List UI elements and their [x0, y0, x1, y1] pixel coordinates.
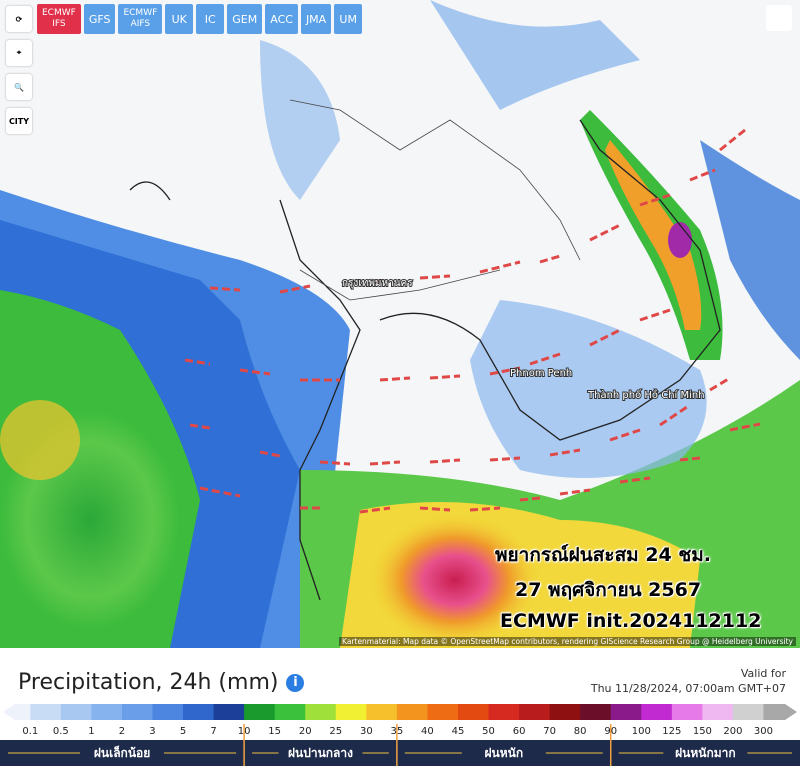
legend-swatch — [549, 704, 581, 720]
legend-tick-label: 2 — [119, 726, 125, 737]
legend-swatch — [763, 704, 786, 720]
overlay-text: พยากรณ์ฝนสะสม 24 ชม. — [495, 544, 712, 566]
legend-swatch — [121, 704, 153, 720]
legend-tick-label: 60 — [513, 726, 526, 737]
legend-swatch — [732, 704, 764, 720]
map[interactable]: กรุงเทพมหานคร Phnom Penh Thành phố Hồ Ch… — [0, 0, 800, 648]
model-button[interactable]: ECMWF IFS — [37, 4, 81, 34]
legend-swatch — [60, 704, 92, 720]
legend-tick-label: 3 — [149, 726, 155, 737]
legend-swatch — [30, 704, 62, 720]
map-label: Thành phố Hồ Chí Minh — [587, 389, 705, 401]
legend-tick-label: 20 — [299, 726, 312, 737]
legend-tick-label: 70 — [543, 726, 556, 737]
legend-swatch — [15, 704, 31, 720]
legend-swatch — [244, 704, 276, 720]
legend-tick-label: 5 — [180, 726, 186, 737]
legend-tick-label: 15 — [268, 726, 281, 737]
category-label: ฝนหนักมาก — [675, 746, 736, 760]
valid-time: Thu 11/28/2024, 07:00am GMT+07 — [590, 682, 786, 695]
legend-tick-label: 0.5 — [53, 726, 69, 737]
legend-swatch — [671, 704, 703, 720]
legend-swatch — [366, 704, 398, 720]
legend-swatch — [183, 704, 215, 720]
valid-label: Valid for — [740, 667, 786, 680]
model-button[interactable]: ECMWF AIFS — [118, 4, 163, 34]
legend-swatch — [580, 704, 612, 720]
legend-tick-label: 125 — [662, 726, 681, 737]
legend-swatch — [152, 704, 184, 720]
attribution: Kartenmaterial: Map data © OpenStreetMap… — [339, 637, 796, 646]
legend-tick-label: 30 — [360, 726, 373, 737]
category-label: ฝนหนัก — [484, 746, 523, 760]
refresh-button[interactable]: ⟳ — [6, 6, 32, 32]
category-label: ฝนปานกลาง — [288, 746, 353, 760]
model-button[interactable]: IC — [196, 4, 225, 34]
model-button[interactable]: JMA — [300, 4, 332, 34]
overlay-text: ECMWF init.2024112112 — [500, 610, 762, 632]
model-button[interactable]: UM — [334, 4, 363, 34]
legend-swatch — [91, 704, 123, 720]
category-label-bg — [80, 744, 165, 762]
panel-title: Precipitation, 24h (mm) i — [18, 670, 305, 695]
legend-tick-label: 300 — [754, 726, 773, 737]
zoom-button[interactable]: 🔍 — [6, 74, 32, 100]
legend-swatch — [427, 704, 459, 720]
legend-tick-label: 7 — [210, 726, 216, 737]
legend-swatch — [396, 704, 428, 720]
legend-tick-label: 45 — [452, 726, 465, 737]
legend-swatch — [488, 704, 520, 720]
map-label: Phnom Penh — [510, 368, 572, 379]
category-label: ฝนเล็กน้อย — [94, 745, 150, 760]
legend-tick-label: 100 — [632, 726, 651, 737]
legend: 0.10.51235710152025303540455060708090100… — [0, 704, 800, 766]
legend-swatch — [305, 704, 337, 720]
map-label: กรุงเทพมหานคร — [342, 278, 413, 289]
city-toggle[interactable]: CITY — [6, 108, 32, 134]
info-button[interactable]: i — [286, 674, 305, 692]
legend-swatch — [519, 704, 551, 720]
legend-swatch — [335, 704, 367, 720]
category-label-bg — [663, 744, 748, 762]
model-button[interactable]: GFS — [83, 4, 116, 34]
share-button[interactable] — [766, 5, 792, 31]
legend-tick-label: 25 — [329, 726, 342, 737]
overlay-text: 27 พฤศจิกายน 2567 — [515, 579, 702, 601]
legend-swatch — [213, 704, 245, 720]
legend-swatch — [641, 704, 673, 720]
legend-swatch — [457, 704, 490, 720]
legend-tick-label: 40 — [421, 726, 434, 737]
legend-tick-label: 80 — [574, 726, 587, 737]
legend-tick-label: 50 — [482, 726, 495, 737]
locate-button[interactable]: ⌖ — [6, 40, 32, 66]
legend-arrow — [785, 704, 797, 720]
legend-swatch — [610, 704, 642, 720]
model-button[interactable]: GEM — [227, 4, 263, 34]
legend-tick-label: 200 — [723, 726, 742, 737]
category-label-bg — [278, 744, 363, 762]
legend-swatch — [702, 704, 734, 720]
model-buttons: ECMWF IFS GFS ECMWF AIFS UK IC GEM ACC JMA UM — [37, 4, 363, 34]
model-button[interactable]: UK — [165, 4, 194, 34]
legend-tick-label: 0.1 — [22, 726, 38, 737]
legend-swatch — [274, 704, 306, 720]
model-button[interactable]: ACC — [265, 4, 298, 34]
category-label-bg — [461, 744, 546, 762]
legend-tick-label: 1 — [88, 726, 94, 737]
panel-title-text: Precipitation, 24h (mm) — [18, 670, 279, 695]
legend-tick-label: 150 — [693, 726, 712, 737]
legend-arrow — [3, 704, 15, 720]
